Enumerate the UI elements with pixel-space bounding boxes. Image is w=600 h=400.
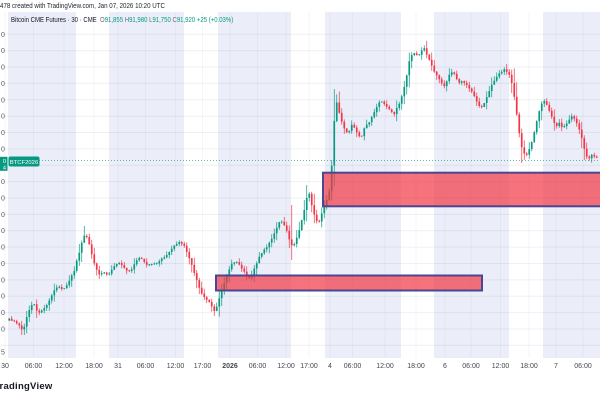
svg-text:0: 0 xyxy=(1,327,5,334)
svg-text:0: 0 xyxy=(1,277,5,284)
svg-text:0: 0 xyxy=(1,179,5,186)
svg-text:0: 0 xyxy=(1,261,5,268)
svg-text:BTCF2026: BTCF2026 xyxy=(10,160,39,166)
svg-text:0: 0 xyxy=(1,245,5,252)
svg-text:0: 0 xyxy=(1,228,5,235)
svg-text:0: 0 xyxy=(3,159,6,165)
svg-text:0: 0 xyxy=(1,97,5,104)
svg-text:5: 5 xyxy=(1,350,5,357)
svg-text:0: 0 xyxy=(1,81,5,88)
svg-text:0: 0 xyxy=(1,32,5,39)
svg-text:0: 0 xyxy=(1,65,5,72)
svg-text:0: 0 xyxy=(1,146,5,153)
svg-text:0: 0 xyxy=(1,294,5,301)
svg-text:0: 0 xyxy=(1,310,5,317)
svg-text:0: 0 xyxy=(1,196,5,203)
svg-text:0: 0 xyxy=(1,212,5,219)
svg-text:4: 4 xyxy=(3,166,7,172)
svg-text:0: 0 xyxy=(1,48,5,55)
svg-text:0: 0 xyxy=(1,114,5,121)
svg-text:0: 0 xyxy=(1,130,5,137)
